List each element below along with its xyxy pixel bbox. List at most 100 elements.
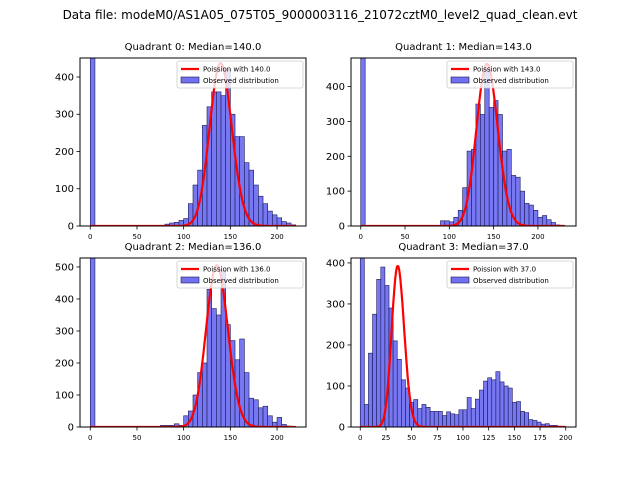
axes-frame xyxy=(350,257,577,428)
subplot-title: Quadrant 1: Median=143.0 xyxy=(395,42,532,53)
histogram-bar xyxy=(524,412,530,427)
x-tick-label: 125 xyxy=(482,434,495,442)
histogram-bar xyxy=(519,190,525,226)
x-tick-label: 175 xyxy=(533,434,546,442)
histogram-bar xyxy=(470,408,476,427)
histogram-bar xyxy=(262,203,269,226)
histogram-bar xyxy=(524,203,530,226)
x-tick-label: 100 xyxy=(177,434,190,442)
histogram-bar xyxy=(520,411,525,427)
x-tick-label: 200 xyxy=(531,233,544,241)
x-tick-label: 50 xyxy=(133,434,142,442)
x-tick-label: 0 xyxy=(359,233,363,241)
axes-frame xyxy=(79,257,307,428)
legend: Poission with 143.0 Observed distribution xyxy=(446,60,574,89)
histogram-bar xyxy=(499,381,505,427)
subplot-title: Quadrant 3: Median=37.0 xyxy=(398,242,528,253)
y-tick-label: 300 xyxy=(326,299,345,310)
histogram-bar xyxy=(267,415,273,427)
x-tick-label: 50 xyxy=(401,233,410,241)
histogram-bar xyxy=(421,404,427,427)
subplot-1: 0 100 200 300 400 0 50 100 150 200 Quadrant 1: Med… xyxy=(326,42,577,241)
histogram-bar xyxy=(286,222,292,226)
legend-label-observed: Observed distribution xyxy=(203,277,279,285)
y-tick-label: 400 xyxy=(326,258,345,269)
axes-frame xyxy=(79,57,307,227)
y-tick-label: 400 xyxy=(326,82,345,93)
y-tick-label: 100 xyxy=(55,390,74,401)
histogram-bar xyxy=(396,359,402,427)
histogram-bar xyxy=(380,266,386,427)
legend-label-observed: Observed distribution xyxy=(473,277,549,285)
histogram-bar xyxy=(533,210,539,226)
x-tick-label: 150 xyxy=(487,233,500,241)
histogram-bar xyxy=(248,397,255,427)
histogram-bar xyxy=(253,399,259,427)
y-tick-label: 0 xyxy=(68,423,74,434)
histogram-bar xyxy=(401,379,406,427)
histogram-bar xyxy=(368,352,373,427)
histogram-bar xyxy=(89,258,96,427)
histogram-bar xyxy=(475,398,480,427)
plot-area xyxy=(89,58,297,226)
y-tick-label: 100 xyxy=(326,381,345,392)
x-tick-label: 150 xyxy=(224,434,237,442)
y-tick-label: 200 xyxy=(326,152,345,163)
histogram-bar xyxy=(248,169,255,226)
x-tick-label: 100 xyxy=(177,233,190,241)
legend-box xyxy=(176,60,304,89)
histogram-bar xyxy=(258,407,264,427)
histogram-bar xyxy=(442,415,447,427)
histogram-bar xyxy=(433,411,439,427)
x-tick-label: 200 xyxy=(559,434,572,442)
y-tick-label: 400 xyxy=(55,294,74,305)
y-tick-label: 100 xyxy=(326,187,345,198)
poisson-curve xyxy=(360,265,566,427)
histogram-bar xyxy=(483,380,488,427)
legend-label-observed: Observed distribution xyxy=(203,77,279,85)
legend-bar-swatch xyxy=(450,76,470,84)
histogram-bar xyxy=(262,405,269,427)
histogram-bar xyxy=(462,409,468,427)
legend-box xyxy=(446,260,574,289)
legend-bar-swatch xyxy=(180,276,200,284)
x-tick-label: 100 xyxy=(456,434,469,442)
histogram-bar xyxy=(515,176,521,226)
x-tick-label: 150 xyxy=(508,434,521,442)
histogram-bar xyxy=(359,258,365,427)
histogram-bar xyxy=(372,313,377,427)
histogram-bar xyxy=(450,413,456,427)
x-tick-label: 50 xyxy=(133,233,142,241)
legend-label-poisson: Poission with 140.0 xyxy=(203,66,271,74)
x-tick-label: 25 xyxy=(381,434,390,442)
y-tick-label: 0 xyxy=(68,222,74,233)
subplot-3: 0 100 200 300 400 0 25 50 75 100 125 150 175 200 Quadr… xyxy=(326,242,577,442)
histogram-bar xyxy=(438,411,443,427)
y-tick-label: 200 xyxy=(55,147,74,158)
histogram-bar xyxy=(507,387,513,427)
histogram-bar xyxy=(258,195,264,226)
legend-bar-swatch xyxy=(180,76,200,84)
y-tick-label: 500 xyxy=(55,262,74,273)
histogram-bar xyxy=(89,58,96,226)
plot-area xyxy=(89,258,297,427)
histogram-bar xyxy=(253,184,259,226)
legend: Poission with 37.0 Observed distribution xyxy=(446,260,574,289)
histogram-bar xyxy=(537,216,543,226)
y-tick-label: 300 xyxy=(55,110,74,121)
x-tick-label: 75 xyxy=(433,434,442,442)
x-tick-label: 0 xyxy=(88,233,92,241)
histogram-bar xyxy=(458,409,464,427)
histogram-bar xyxy=(528,419,534,427)
histogram-bar xyxy=(211,308,217,427)
y-tick-label: 400 xyxy=(55,72,74,83)
legend-box xyxy=(176,260,304,289)
legend-box xyxy=(446,60,574,89)
histogram-bar xyxy=(276,417,283,427)
y-tick-label: 300 xyxy=(55,326,74,337)
histogram-bar xyxy=(202,362,208,427)
histogram-bar xyxy=(495,371,501,427)
axes-frame xyxy=(350,57,577,227)
legend-label-poisson: Poission with 37.0 xyxy=(473,266,536,274)
